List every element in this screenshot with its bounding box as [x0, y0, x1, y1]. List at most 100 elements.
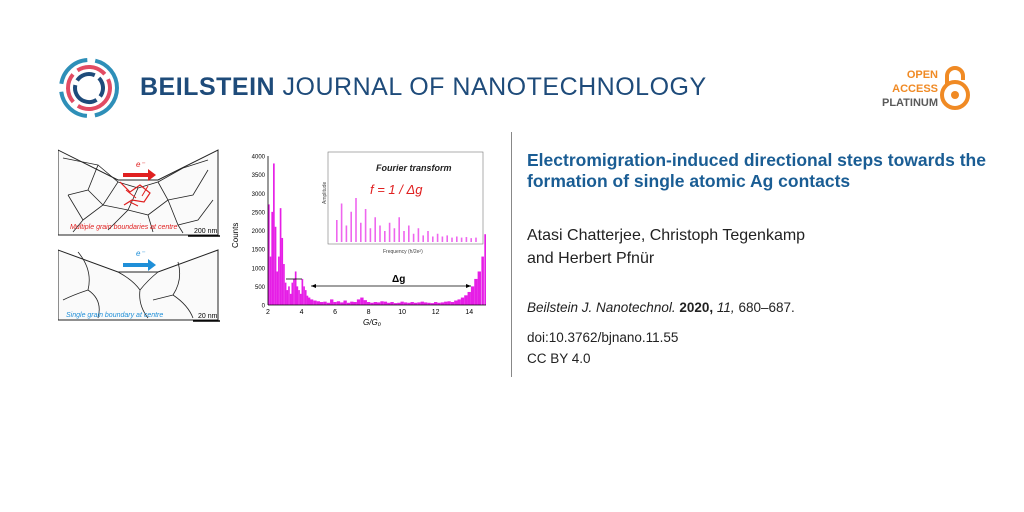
- authors-line1: Atasi Chatterjee, Christoph Tegenkamp: [527, 227, 806, 244]
- histogram-bar: [434, 302, 438, 305]
- y-tick-label: 1500: [252, 248, 266, 254]
- y-tick-label: 1000: [252, 266, 266, 272]
- histogram-bar: [333, 302, 337, 305]
- electron-label-bottom: e⁻: [136, 249, 145, 258]
- histogram-bar: [370, 302, 374, 305]
- open-access-text: OPEN ACCESS PLATINUM: [882, 68, 938, 110]
- histogram-bar: [390, 302, 394, 305]
- histogram-bar: [298, 290, 300, 305]
- histogram-bar: [283, 264, 285, 305]
- histogram-bar: [356, 299, 361, 305]
- inset-spike: [384, 231, 386, 242]
- histogram-bar: [301, 278, 304, 305]
- inset-spike: [408, 225, 410, 242]
- histogram-bar: [269, 256, 272, 305]
- x-ticks: 2 4 6 8 10 12 14: [266, 309, 473, 316]
- histogram-bar: [423, 302, 428, 305]
- histogram-bar: [350, 301, 354, 305]
- x-tick-label: 14: [465, 309, 473, 316]
- histogram-bar: [400, 301, 404, 305]
- histogram-bar: [484, 234, 486, 305]
- histogram-bar: [417, 302, 421, 305]
- inset-spike: [460, 237, 463, 242]
- fourier-title: Fourier transform: [376, 163, 452, 173]
- beilstein-logo-icon: [59, 58, 119, 118]
- histogram-bar: [440, 302, 445, 305]
- vertical-divider: [511, 132, 512, 377]
- histogram-bar: [407, 302, 411, 305]
- histogram-bar: [437, 302, 441, 305]
- histogram-bar: [427, 302, 431, 305]
- y-tick-label: 2000: [252, 229, 266, 235]
- journal-name-bold: BEILSTEIN: [140, 73, 276, 101]
- histogram-bar: [286, 290, 289, 305]
- histogram-bar: [366, 302, 371, 305]
- histogram-bar: [279, 208, 282, 305]
- histogram-bar: [430, 303, 435, 305]
- histogram-bar: [273, 163, 275, 305]
- inset-spike: [422, 235, 424, 242]
- histogram-bar: [326, 302, 331, 305]
- histogram-bar: [383, 301, 388, 305]
- histogram-bar: [377, 302, 381, 305]
- inset-spike: [403, 231, 405, 242]
- histogram-bar: [464, 295, 468, 305]
- x-tick-label: 6: [333, 309, 337, 316]
- scale-bottom: 20 nm: [198, 313, 218, 320]
- oa-line2: ACCESS: [892, 83, 938, 95]
- graphical-abstract: e⁻ Multiple grain boundaries at centre 2…: [58, 149, 486, 327]
- histogram-bar: [447, 301, 451, 305]
- histogram-bar: [303, 286, 305, 305]
- inset-spike: [441, 236, 444, 242]
- citation-journal: Beilstein J. Nanotechnol.: [527, 300, 676, 315]
- fourier-formula: f = 1 / Δg: [370, 182, 423, 197]
- histogram-bar: [413, 302, 418, 305]
- histogram-bar: [307, 297, 311, 305]
- inset-spike: [432, 236, 434, 242]
- x-tick-label: 4: [300, 309, 304, 316]
- conductance-histogram: 0 500 1000 1500 2000 2500 3000 3500 4000 2 4 6 8 10 1…: [231, 151, 486, 327]
- histogram-bar: [336, 301, 341, 305]
- license-link[interactable]: CC BY 4.0: [527, 351, 591, 366]
- inset-spike: [360, 222, 362, 242]
- histogram-bar: [278, 256, 280, 305]
- inset-spike: [398, 217, 400, 242]
- histogram-bar: [274, 226, 277, 305]
- histogram-bar: [450, 302, 455, 305]
- histogram-bar: [340, 302, 344, 305]
- doi-link[interactable]: doi:10.3762/bjnano.11.55: [527, 330, 679, 345]
- histogram-bar: [360, 297, 364, 305]
- article-title[interactable]: Electromigration-induced directional ste…: [527, 150, 986, 191]
- inset-spike: [470, 238, 472, 242]
- fourier-inset: [327, 151, 484, 245]
- y-tick-label: 4000: [252, 155, 266, 161]
- histogram-bar: [294, 271, 297, 305]
- inset-spike: [350, 211, 352, 242]
- histogram-bar: [343, 300, 347, 305]
- inset-spike: [456, 236, 458, 242]
- x-axis-label: G/G₀: [363, 318, 382, 327]
- y-ticks: 0 500 1000 1500 2000 2500 3000 3500 4000: [252, 155, 266, 310]
- inset-bars: [336, 198, 477, 242]
- authors-line2: and Herbert Pfnür: [527, 250, 655, 267]
- histogram-bar: [309, 299, 314, 305]
- histogram-bar: [397, 302, 401, 305]
- histogram-bar: [299, 293, 302, 305]
- inset-spike: [451, 237, 453, 242]
- inset-spike: [340, 203, 343, 242]
- inset-spike: [374, 217, 376, 242]
- y-tick-label: 0: [262, 304, 266, 310]
- inset-spike: [412, 233, 415, 242]
- histogram-bar: [276, 271, 279, 305]
- histogram-bar: [313, 300, 317, 305]
- histogram-bar: [306, 295, 309, 305]
- histogram-bar: [288, 286, 290, 305]
- y-tick-label: 500: [255, 285, 266, 291]
- inset-spike: [388, 222, 391, 242]
- histogram-bar: [304, 290, 307, 305]
- histogram-bar: [444, 301, 448, 305]
- histogram-bar: [420, 301, 424, 305]
- histogram-bar: [323, 301, 327, 305]
- histogram-bar: [284, 282, 287, 305]
- inset-spike: [475, 237, 477, 242]
